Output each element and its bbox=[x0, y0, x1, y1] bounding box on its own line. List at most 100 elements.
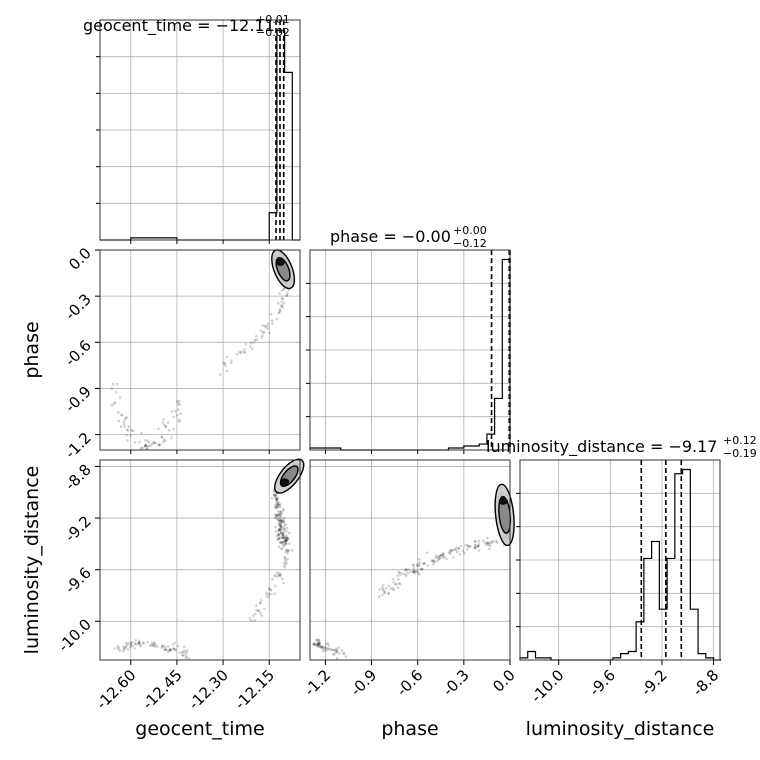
scatter-point bbox=[161, 440, 165, 444]
scatter-point bbox=[321, 646, 324, 650]
frame-phase-luminosity_distance bbox=[309, 459, 511, 661]
scatter-point bbox=[277, 571, 280, 574]
scatter-point bbox=[182, 650, 185, 653]
scatter-point bbox=[153, 642, 156, 645]
scatter-point bbox=[315, 644, 318, 647]
scatter-point bbox=[384, 586, 388, 590]
scatter-point bbox=[124, 416, 127, 419]
scatter-point bbox=[268, 331, 272, 335]
scatter-point bbox=[162, 438, 166, 442]
scatter-point bbox=[436, 559, 439, 563]
scatter-point bbox=[461, 549, 465, 553]
scatter-point bbox=[126, 439, 129, 442]
scatter-point bbox=[456, 550, 459, 554]
scatter-point bbox=[277, 503, 281, 507]
tick-label-x-phase: -0.9 bbox=[347, 666, 380, 699]
scatter-point bbox=[290, 548, 294, 552]
scatter-point bbox=[448, 552, 452, 555]
scatter-point bbox=[280, 300, 284, 304]
title-phase-main: phase = −0.00 bbox=[330, 227, 451, 246]
scatter-point bbox=[131, 641, 134, 644]
scatter-point bbox=[285, 537, 289, 541]
scatter-point bbox=[323, 646, 327, 649]
scatter-point bbox=[489, 544, 492, 547]
scatter-point bbox=[152, 641, 156, 644]
scatter-point bbox=[125, 428, 129, 432]
scatter-point bbox=[144, 444, 148, 448]
scatter-point bbox=[279, 524, 282, 527]
scatter-point bbox=[418, 558, 421, 561]
scatter-point bbox=[392, 580, 395, 584]
scatter-point bbox=[275, 497, 279, 501]
scatter-point bbox=[277, 512, 281, 515]
tick-label-y-phase: -0.3 bbox=[61, 290, 94, 323]
scatter-point bbox=[144, 438, 147, 442]
scatter-point bbox=[284, 539, 287, 542]
tick-label-x-geocent_time: -12.30 bbox=[185, 666, 232, 713]
scatter-point bbox=[278, 308, 282, 311]
title-geocent-time-lower: −0.02 bbox=[256, 26, 290, 39]
scatter-point bbox=[286, 549, 289, 553]
scatter-point bbox=[127, 425, 131, 429]
tick-label-y-phase: -0.6 bbox=[61, 336, 94, 369]
scatter-point bbox=[278, 519, 282, 522]
scatter-point bbox=[282, 534, 286, 538]
scatter-point bbox=[322, 650, 325, 653]
scatter-point bbox=[276, 518, 280, 522]
scatter-point bbox=[436, 555, 439, 559]
scatter-point bbox=[178, 420, 181, 423]
scatter-point bbox=[117, 411, 120, 414]
scatter-point bbox=[381, 588, 385, 591]
scatter-point bbox=[492, 540, 496, 543]
scatter-point bbox=[185, 649, 189, 652]
scatter-point bbox=[407, 568, 410, 571]
scatter-point bbox=[125, 433, 128, 437]
scatter-point bbox=[183, 652, 187, 656]
scatter-point bbox=[255, 338, 258, 341]
scatter-point bbox=[280, 531, 283, 535]
scatter-point bbox=[437, 557, 441, 561]
scatter-point bbox=[391, 578, 395, 581]
scatter-point bbox=[286, 551, 289, 555]
scatter-point bbox=[426, 564, 430, 567]
scatter-point bbox=[285, 562, 288, 566]
scatter-point bbox=[486, 536, 489, 540]
scatter-point bbox=[262, 607, 266, 611]
scatter-point bbox=[157, 427, 160, 431]
scatter-point bbox=[249, 619, 253, 622]
scatter-point bbox=[281, 577, 284, 580]
scatter-point bbox=[142, 642, 146, 645]
scatter-point bbox=[442, 554, 445, 557]
scatter-point bbox=[278, 502, 282, 506]
histogram-geocent_time bbox=[100, 29, 300, 241]
scatter-point bbox=[147, 440, 151, 444]
scatter-point bbox=[278, 519, 282, 523]
scatter-point bbox=[122, 645, 125, 648]
scatter-point bbox=[165, 648, 168, 652]
scatter-point bbox=[473, 544, 477, 548]
scatter-point bbox=[278, 536, 282, 539]
scatter-point bbox=[432, 559, 436, 563]
scatter-point bbox=[285, 534, 288, 537]
scatter-point bbox=[158, 443, 161, 446]
scatter-point bbox=[274, 506, 278, 510]
scatter-point bbox=[282, 543, 286, 547]
scatter-point bbox=[463, 551, 466, 555]
scatter-point bbox=[280, 536, 284, 540]
scatter-point bbox=[265, 592, 268, 595]
scatter-point bbox=[118, 396, 122, 399]
scatter-point bbox=[473, 546, 477, 550]
tick-label-y-luminosity_distance: -9.2 bbox=[61, 512, 94, 545]
scatter-point bbox=[381, 593, 384, 597]
scatter-point bbox=[276, 575, 280, 578]
scatter-point bbox=[282, 287, 286, 291]
scatter-point bbox=[177, 402, 180, 405]
scatter-point bbox=[177, 408, 180, 411]
scatter-point bbox=[420, 567, 424, 571]
scatter-point bbox=[387, 584, 391, 588]
scatter-point bbox=[414, 571, 417, 575]
scatter-point bbox=[326, 642, 330, 645]
scatter-point bbox=[281, 540, 285, 544]
scatter-point bbox=[179, 412, 182, 415]
